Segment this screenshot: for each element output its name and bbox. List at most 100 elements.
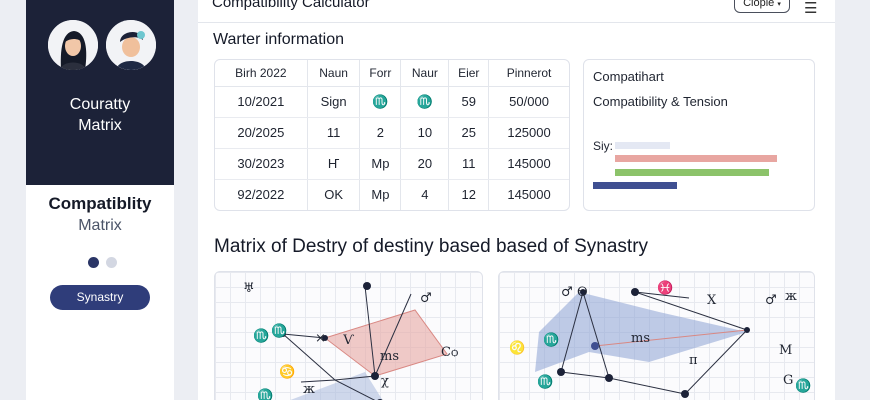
chart-label: ϴ <box>577 285 588 300</box>
sidebar-header <box>26 0 174 185</box>
compatibility-bar <box>615 142 670 149</box>
chart-label: ♏ <box>543 332 559 348</box>
pagination-dot-active[interactable] <box>88 257 99 268</box>
tension-line <box>594 329 748 347</box>
sidebar-subheading: Matrix <box>78 217 122 234</box>
table-row[interactable]: 92/2022 OK Mp 4 12 145000 <box>215 179 569 210</box>
table-cell: 25 <box>448 117 490 149</box>
card-label: Siy: <box>593 139 614 153</box>
section-title: Warter information <box>213 31 344 48</box>
partner-select-value: Clople <box>743 0 775 9</box>
table-cell: 20 <box>400 148 450 180</box>
table-cell: 92/2022 <box>215 179 308 210</box>
table-cell: ♏ <box>359 86 402 118</box>
chart-label: × <box>315 331 326 346</box>
compatibility-card: Compatihart Compatibility & Tension Siy: <box>583 59 815 211</box>
harmony-bar <box>615 169 769 176</box>
synastry-button[interactable]: Synastry <box>50 285 150 310</box>
chart-label: ♋ <box>279 364 295 380</box>
column-header[interactable]: Forr <box>359 60 402 87</box>
avatar-female[interactable] <box>48 20 98 70</box>
chart-label: ♂ <box>765 293 777 308</box>
chart-label: ♓ <box>657 280 673 296</box>
table-cell: 145000 <box>507 187 551 203</box>
chart-label: ♏ <box>257 388 273 400</box>
sidebar: Couratty Matrix Compatiblity Matrix Syna… <box>26 0 174 400</box>
chart-label: ♂ <box>561 285 573 300</box>
chart-label: X <box>707 293 717 308</box>
table-cell: 4 <box>400 179 450 210</box>
sidebar-title-line1: Couratty <box>69 96 131 113</box>
male-avatar-icon <box>106 20 156 70</box>
female-avatar-icon <box>48 20 98 70</box>
table-cell: ♏ <box>400 86 450 118</box>
tension-bar <box>615 155 777 162</box>
sidebar-wave <box>26 160 174 178</box>
table-cell: 125000 <box>488 117 569 149</box>
sidebar-title-line2: Matrix <box>78 117 122 134</box>
table-row[interactable]: 10/2021 Sign ♏ ♏ 59 50/000 <box>215 86 569 118</box>
table-cell: Ҥ <box>307 148 361 180</box>
table-cell: Mp <box>359 179 402 210</box>
chart-label: χ <box>381 374 389 389</box>
synastry-chart-left[interactable]: ♅ ♂ ♏ ♏ × Ѵ ms Cѻ ♋ ♏ ж χ <box>214 271 483 400</box>
table-cell: 11 <box>307 117 361 149</box>
chart-label: ms <box>631 331 650 346</box>
app-title: Compatibility Calculator <box>212 0 370 11</box>
synastry-graph-left: ♅ ♂ ♏ ♏ × Ѵ ms Cѻ ♋ ♏ ж χ <box>243 281 458 400</box>
table-cell: 10/2021 <box>215 86 308 118</box>
midpoint-node <box>591 342 599 350</box>
synastry-graph-right: ♂ ϴ ♓ X ♂ ж ♏ ms ♌ M ♏ G ♏ π <box>509 280 811 398</box>
chart-label: Cѻ <box>441 345 458 360</box>
chart-label: Ѵ <box>343 333 355 348</box>
table-cell: 2 <box>359 117 402 149</box>
table-row[interactable]: 20/2025 11 2 10 25 125000 <box>215 117 569 149</box>
chart-label: ♅ <box>243 281 255 296</box>
column-header[interactable]: Birh 2022 <box>215 60 308 87</box>
column-header[interactable]: Naur <box>400 60 450 87</box>
chart-label: G <box>783 373 793 388</box>
table-cell: 10 <box>400 117 450 149</box>
sidebar-heading: Compatiblity <box>48 194 152 213</box>
main-panel: Compatibility Calculator Clople ▾ ☰ Wart… <box>198 0 835 400</box>
sidebar-title: Couratty Matrix <box>26 94 174 136</box>
avatar-male[interactable] <box>106 20 156 70</box>
chart-label: ♏ <box>271 323 287 339</box>
table-cell: Mp <box>359 148 402 180</box>
synastry-chart-right[interactable]: ♂ ϴ ♓ X ♂ ж ♏ ms ♌ M ♏ G ♏ π <box>498 271 815 400</box>
chart-label: M <box>779 343 792 358</box>
table-cell: 145000 <box>488 148 569 180</box>
pagination-dot[interactable] <box>106 257 117 268</box>
pagination-dots <box>88 257 117 268</box>
chart-label: ♏ <box>537 374 553 390</box>
chart-label: ж <box>303 382 315 397</box>
table-header-row: Birh 2022 Naun Forr Naur Eier Pinnerot <box>215 60 569 87</box>
balance-bar <box>593 182 677 189</box>
chart-label: ♂ <box>420 291 432 306</box>
table-cell: 30/2023 <box>215 148 308 180</box>
harmony-area <box>535 292 747 372</box>
table-cell: 50/000 <box>488 86 569 118</box>
birth-data-table: Birh 2022 Naun Forr Naur Eier Pinnerot 1… <box>214 59 570 211</box>
column-header[interactable]: Eier <box>448 60 490 87</box>
column-header[interactable]: Pinnerot <box>488 60 569 87</box>
column-header[interactable]: Naun <box>307 60 361 87</box>
table-cell: Sign <box>307 86 361 118</box>
table-row[interactable]: 30/2023 Ҥ Mp 20 11 145000 <box>215 148 569 180</box>
table-cell: 20/2025 <box>215 117 308 149</box>
header-divider <box>198 22 835 23</box>
chart-label: ♏ <box>253 328 269 344</box>
table-cell: 11 <box>448 148 490 180</box>
card-subtitle: Compatibility & Tension <box>593 94 728 109</box>
table-cell: 12 <box>448 179 490 210</box>
table-cell: OK <box>307 179 361 210</box>
table-cell: 59 <box>448 86 490 118</box>
chart-label: ♏ <box>795 378 811 394</box>
chart-label: ♌ <box>509 340 525 356</box>
chart-label: ж <box>785 289 797 304</box>
chart-label: ms <box>380 349 399 364</box>
hamburger-icon[interactable]: ☰ <box>804 0 818 17</box>
card-title: Compatihart <box>593 69 664 84</box>
chart-label: π <box>689 353 698 368</box>
partner-select[interactable]: Clople ▾ <box>734 0 790 13</box>
